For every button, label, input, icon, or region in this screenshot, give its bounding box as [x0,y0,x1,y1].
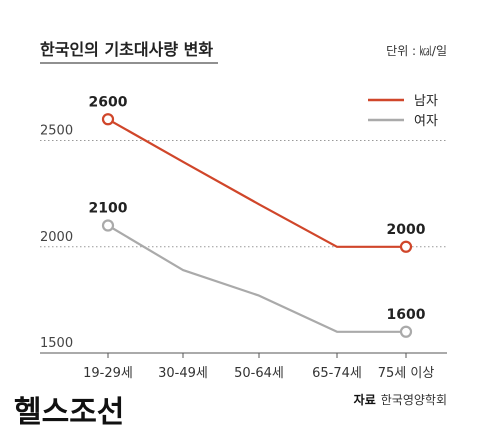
data-point [101,219,115,232]
x-tick-label: 65-74세 [312,366,362,381]
x-tick-label: 30-49세 [158,366,208,381]
data-label: 2100 [89,201,128,217]
data-point [399,240,413,253]
legend-label-0: 남자 [414,94,438,109]
unit-label: 단위 : ㎉/일 [386,44,447,58]
data-label: 2000 [387,222,426,238]
series-line-1 [107,224,406,333]
data-label: 2600 [89,94,128,110]
source-line: 자료 한국영양학회 [354,392,447,407]
y-tick-label: 2000 [40,230,73,245]
series [101,113,413,338]
legend-label-1: 여자 [414,114,438,129]
x-tick-label: 19-29세 [83,366,133,381]
brand-logo: 헬스조선 [14,395,124,430]
source-key: 자료 [354,392,376,407]
data-labels: 2600 2000 2100 1600 [89,94,426,323]
chart-title: 한국인의 기초대사량 변화 [40,40,213,59]
grid: 1500 2000 2500 [40,124,447,351]
x-tick-label: 75세 이상 [378,366,435,381]
x-axis: 19-29세 30-49세 50-64세 65-74세 75세 이상 [40,352,447,381]
y-tick-label: 2500 [40,124,73,139]
series-line-0 [107,118,406,248]
data-point [101,113,115,126]
data-label: 1600 [387,307,426,323]
source-value: 한국영양학회 [381,393,447,407]
data-point [399,325,413,338]
y-tick-label: 1500 [40,336,73,351]
x-tick-label: 50-64세 [234,366,284,381]
